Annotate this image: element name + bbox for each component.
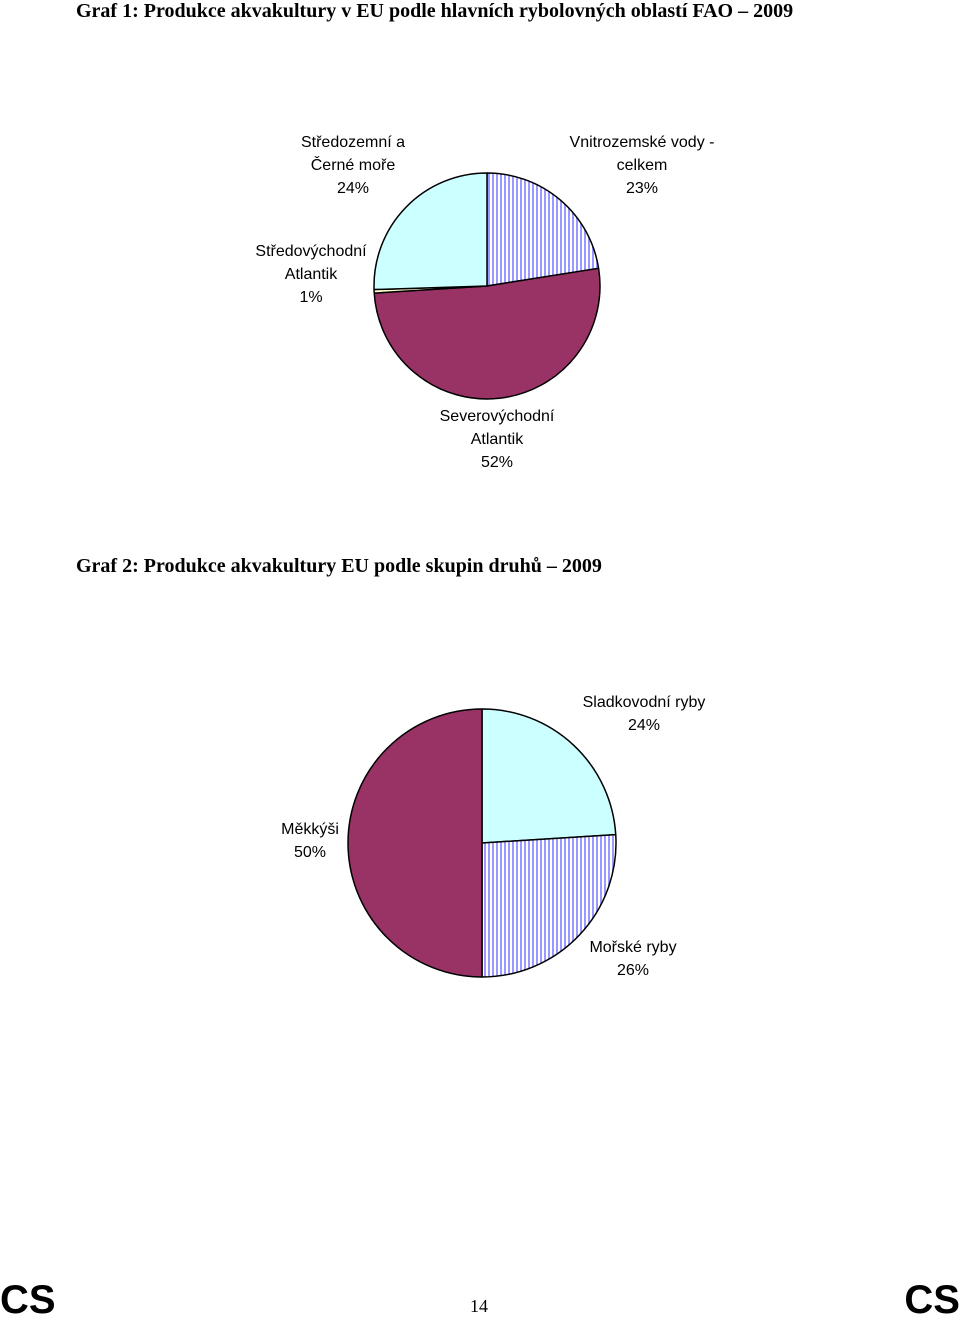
footer-cs-right: CS [904,1278,960,1322]
chart1-label-vnitrozemske: Vnitrozemské vody - celkem 23% [569,134,715,197]
chart1-heading: Graf 1: Produkce akvakultury v EU podle … [76,0,794,22]
chart1-label-stredovychodni: Středovýchodní Atlantik 1% [255,243,367,306]
chart1-slice-1 [373,267,601,400]
chart1-label-stredozemni: Středozemní a Černé moře 24% [300,134,406,197]
chart2-slice-1 [481,833,617,978]
chart1-slice-3 [373,172,488,291]
chart2-slice-2 [347,708,483,978]
chart2-heading: Graf 2: Produkce akvakultury EU podle sk… [76,555,602,577]
chart2-label-mekkysi: Měkkýši 50% [281,821,339,861]
chart2-label-morske: Mořské ryby 26% [589,939,677,979]
page-number: 14 [470,1296,488,1316]
chart1-label-severovychodni: Severovýchodní Atlantik 52% [439,408,555,471]
chart1-slice-0 [486,172,600,287]
chart2-label-sladkovodni: Sladkovodní ryby 24% [582,694,706,734]
chart2-slice-0 [481,708,617,844]
footer-cs-left: CS [0,1278,56,1322]
chart2-pie [347,708,617,978]
chart1-pie [373,172,601,400]
